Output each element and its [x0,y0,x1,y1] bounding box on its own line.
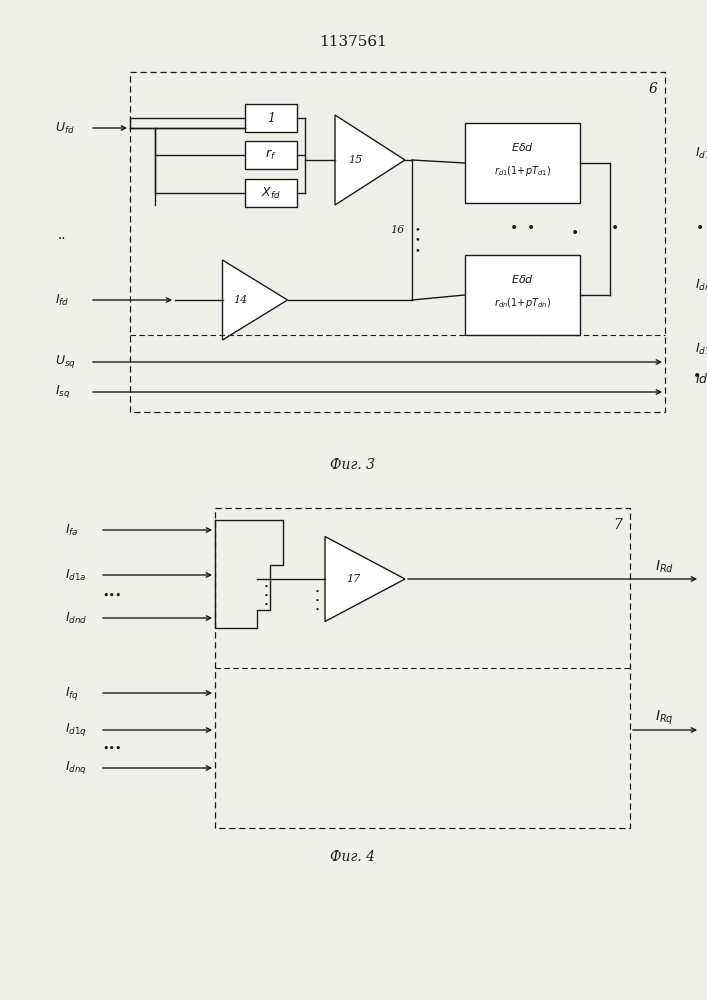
Bar [130,72,665,412]
Text: •••: ••• [103,744,122,754]
Text: $I_{d1a}$: $I_{d1a}$ [65,567,86,583]
Text: $X_{fd}$: $X_{fd}$ [261,185,281,201]
Polygon shape [223,260,288,340]
Text: $I_{Rq}$: $I_{Rq}$ [655,709,674,727]
Text: 16: 16 [390,225,404,235]
Bar [465,123,580,203]
Text: 6: 6 [648,82,657,96]
Text: $I_{dnd}$: $I_{dnd}$ [695,277,707,293]
Text: •: • [611,222,619,236]
Text: 1: 1 [267,111,275,124]
Text: •  •: • • [510,222,535,236]
Text: 7: 7 [613,518,622,532]
Polygon shape [325,536,405,621]
Text: •••: ••• [103,591,122,601]
Text: $I_{dnd}$: $I_{dnd}$ [65,610,88,626]
Text: $r_f$: $r_f$ [265,148,276,162]
Text: $U_{sq}$: $U_{sq}$ [55,354,76,370]
Text: •: • [696,222,704,236]
Bar [465,255,580,335]
Text: 1137561: 1137561 [319,35,387,49]
Text: $I_{Rd}$: $I_{Rd}$ [655,559,674,575]
Text: •: • [571,227,579,241]
Text: $I_{d1d}$: $I_{d1d}$ [695,145,707,161]
Text: $E\delta d$: $E\delta d$ [511,273,534,285]
Text: •: • [693,370,701,384]
Text: Фиг. 4: Фиг. 4 [330,850,375,864]
Text: •
•
•: • • • [315,588,320,614]
Text: Фиг. 3: Фиг. 3 [330,458,375,472]
Text: $I_{fd}$: $I_{fd}$ [55,292,69,308]
Text: 15: 15 [348,155,362,165]
Text: $I_{sq}$: $I_{sq}$ [55,383,71,400]
Text: $r_{d1}(1{+}pT_{d1})$: $r_{d1}(1{+}pT_{d1})$ [494,164,551,178]
Text: $I_{d1q}$: $I_{d1q}$ [695,342,707,359]
Text: ..: .. [58,228,66,242]
Text: $U_{fd}$: $U_{fd}$ [55,120,75,136]
Text: $I_{fa}$: $I_{fa}$ [65,522,78,538]
Text: $Idnq$: $Idnq$ [695,371,707,388]
Bar [215,508,630,828]
Bar [245,104,297,132]
Polygon shape [335,115,405,205]
Bar [245,141,297,169]
Text: •
•
•: • • • [264,583,269,609]
Text: 17: 17 [346,574,360,584]
Text: $I_{dnq}$: $I_{dnq}$ [65,760,87,776]
Text: $r_{dn}(1{+}pT_{dn})$: $r_{dn}(1{+}pT_{dn})$ [494,296,551,310]
Text: 14: 14 [233,295,247,305]
Text: $E\delta d$: $E\delta d$ [511,141,534,153]
Text: •
•
•: • • • [414,225,420,255]
Text: $I_{fq}$: $I_{fq}$ [65,684,79,702]
Text: $I_{d1q}$: $I_{d1q}$ [65,722,87,738]
Bar [245,179,297,207]
